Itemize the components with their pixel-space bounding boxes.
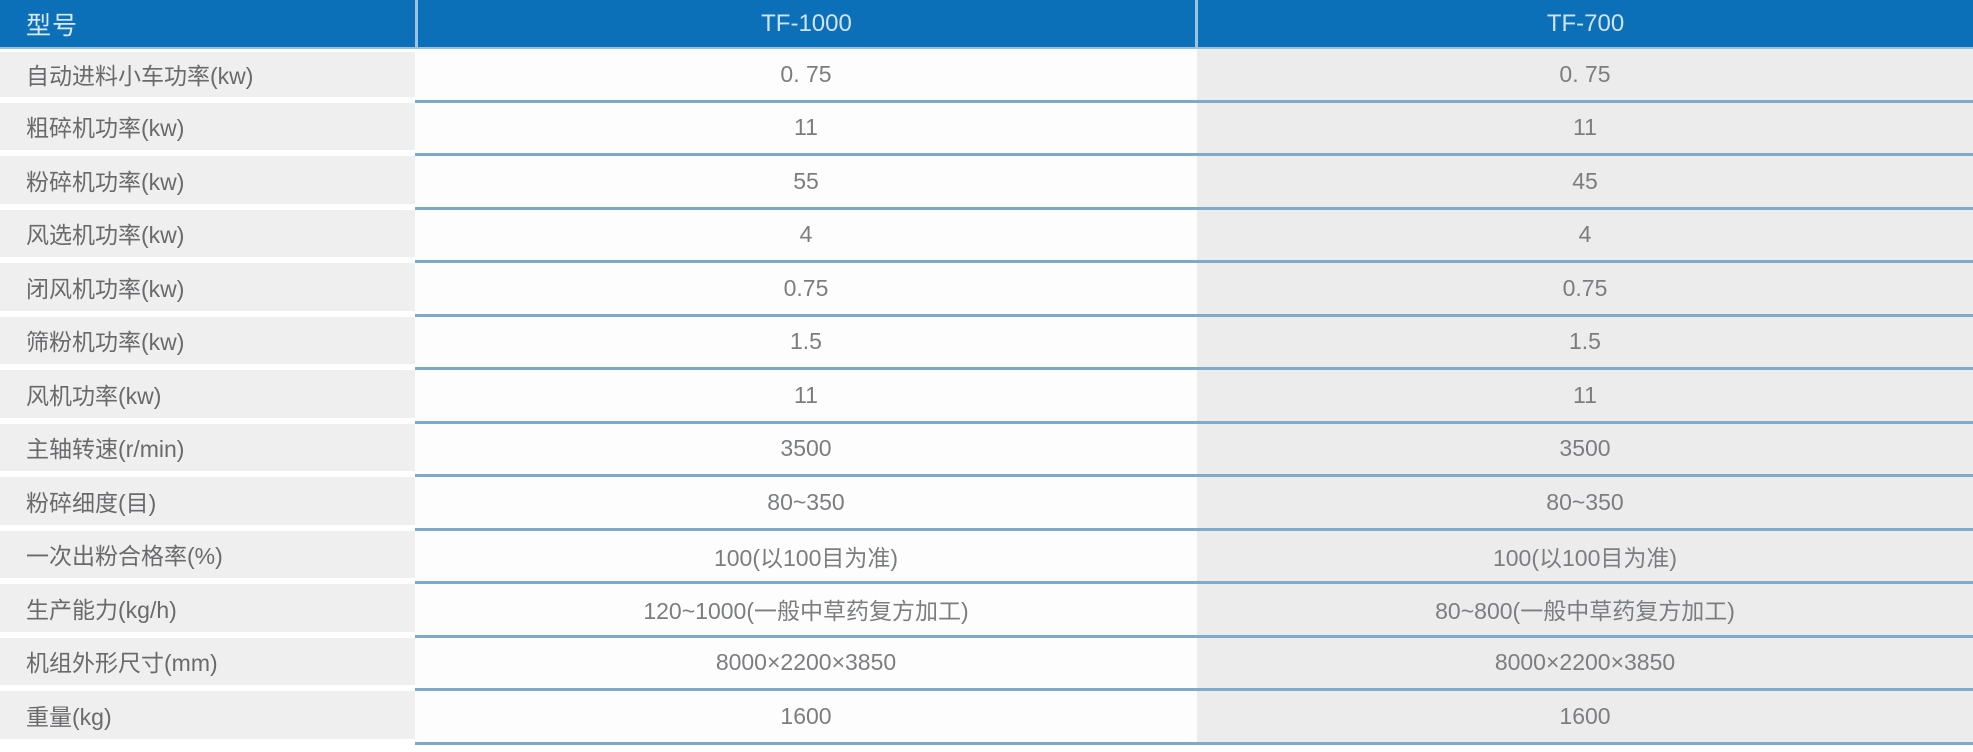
row-spec-label: 粉碎机功率(kw) (0, 156, 415, 210)
table-row: 筛粉机功率(kw) 1.5 1.5 (0, 316, 1973, 370)
row-value-tf700: 80~800(一般中草药复方加工) (1197, 584, 1973, 638)
row-value-tf1000: 0.75 (415, 263, 1197, 317)
row-value-tf700: 45 (1197, 156, 1973, 210)
table-row: 闭风机功率(kw) 0.75 0.75 (0, 263, 1973, 317)
row-spec-label: 生产能力(kg/h) (0, 584, 415, 638)
table-row: 机组外形尺寸(mm) 8000×2200×3850 8000×2200×3850 (0, 637, 1973, 691)
table-row: 粉碎细度(目) 80~350 80~350 (0, 477, 1973, 531)
row-value-tf1000: 1600 (415, 691, 1197, 745)
table-row: 风机功率(kw) 11 11 (0, 370, 1973, 424)
row-spec-label: 粉碎细度(目) (0, 477, 415, 531)
row-spec-label: 风选机功率(kw) (0, 209, 415, 263)
row-value-tf1000: 4 (415, 209, 1197, 263)
row-value-tf1000: 100(以100目为准) (415, 530, 1197, 584)
row-value-tf700: 0.75 (1197, 263, 1973, 317)
row-value-tf700: 1600 (1197, 691, 1973, 745)
table-row: 自动进料小车功率(kw) 0. 75 0. 75 (0, 49, 1973, 103)
table-row: 一次出粉合格率(%) 100(以100目为准) 100(以100目为准) (0, 530, 1973, 584)
row-spec-label: 筛粉机功率(kw) (0, 316, 415, 370)
row-spec-label: 闭风机功率(kw) (0, 263, 415, 317)
row-value-tf1000: 55 (415, 156, 1197, 210)
row-spec-label: 风机功率(kw) (0, 370, 415, 424)
row-value-tf1000: 80~350 (415, 477, 1197, 531)
table-row: 主轴转速(r/min) 3500 3500 (0, 423, 1973, 477)
table-row: 生产能力(kg/h) 120~1000(一般中草药复方加工) 80~800(一般… (0, 584, 1973, 638)
table-body: 自动进料小车功率(kw) 0. 75 0. 75 粗碎机功率(kw) 11 11… (0, 49, 1973, 745)
row-value-tf700: 8000×2200×3850 (1197, 637, 1973, 691)
header-column-divider (1195, 0, 1198, 47)
header-cell-model: 型号 (0, 0, 415, 47)
table-row: 风选机功率(kw) 4 4 (0, 209, 1973, 263)
row-value-tf1000: 1.5 (415, 316, 1197, 370)
row-spec-label: 机组外形尺寸(mm) (0, 637, 415, 691)
row-value-tf1000: 0. 75 (415, 49, 1197, 103)
row-value-tf700: 1.5 (1197, 316, 1973, 370)
row-value-tf1000: 8000×2200×3850 (415, 637, 1197, 691)
row-value-tf700: 3500 (1197, 423, 1973, 477)
row-value-tf700: 4 (1197, 209, 1973, 263)
row-value-tf700: 11 (1197, 370, 1973, 424)
header-cell-tf1000: TF-1000 (418, 0, 1195, 47)
table-header-row: 型号 TF-1000 TF-700 (0, 0, 1973, 49)
row-value-tf1000: 3500 (415, 423, 1197, 477)
row-value-tf1000: 120~1000(一般中草药复方加工) (415, 584, 1197, 638)
table-row: 重量(kg) 1600 1600 (0, 691, 1973, 745)
row-spec-label: 粗碎机功率(kw) (0, 102, 415, 156)
row-spec-label: 自动进料小车功率(kw) (0, 49, 415, 103)
table-row: 粗碎机功率(kw) 11 11 (0, 102, 1973, 156)
table-row: 粉碎机功率(kw) 55 45 (0, 156, 1973, 210)
row-value-tf700: 11 (1197, 102, 1973, 156)
row-value-tf1000: 11 (415, 102, 1197, 156)
row-spec-label: 一次出粉合格率(%) (0, 530, 415, 584)
row-value-tf700: 100(以100目为准) (1197, 530, 1973, 584)
row-spec-label: 重量(kg) (0, 691, 415, 745)
row-value-tf700: 80~350 (1197, 477, 1973, 531)
row-spec-label: 主轴转速(r/min) (0, 423, 415, 477)
header-column-divider (415, 0, 418, 47)
row-value-tf700: 0. 75 (1197, 49, 1973, 103)
header-cell-tf700: TF-700 (1198, 0, 1973, 47)
row-value-tf1000: 11 (415, 370, 1197, 424)
